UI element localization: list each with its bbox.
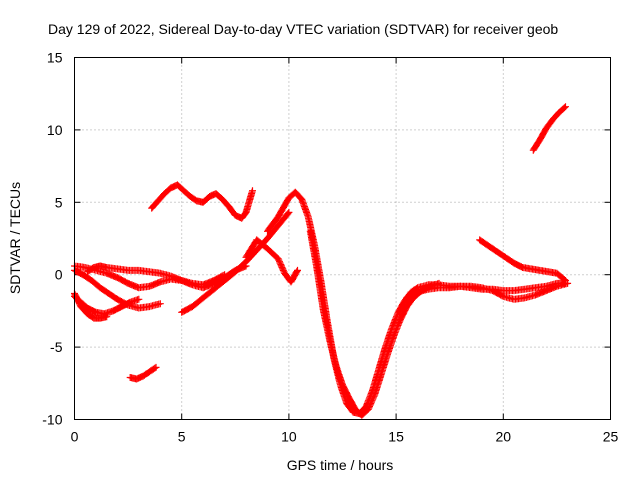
data-points — [529, 103, 569, 154]
data-series — [71, 103, 572, 419]
data-points — [126, 363, 160, 383]
series-track-14 — [529, 103, 569, 154]
x-tick-label: 10 — [281, 429, 297, 445]
series-track-7 — [148, 181, 256, 222]
data-points — [148, 181, 256, 222]
series-track-12 — [403, 279, 572, 303]
data-points — [476, 236, 569, 284]
data-points — [71, 290, 111, 322]
data-points — [83, 262, 229, 289]
x-axis-label: GPS time / hours — [287, 457, 394, 473]
grid — [74, 57, 611, 420]
x-tick-label: 15 — [388, 429, 404, 445]
data-points — [403, 279, 572, 303]
series-track-10 — [264, 188, 569, 418]
series-track-8 — [178, 208, 293, 316]
data-points — [264, 188, 569, 418]
series-track-5 — [71, 290, 111, 322]
data-points — [242, 236, 301, 286]
series-track-6 — [126, 363, 160, 383]
plot-frame — [74, 57, 611, 420]
axis-ticks: 0 5 10 15 20 25 -10 -5 0 5 10 15 — [42, 50, 618, 445]
x-tick-label: 25 — [603, 429, 619, 445]
x-tick-label: 5 — [178, 429, 186, 445]
y-tick-label: 15 — [47, 50, 63, 66]
series-track-13 — [476, 236, 569, 284]
x-tick-label: 20 — [496, 429, 512, 445]
y-tick-label: 5 — [55, 194, 63, 210]
data-points — [306, 227, 443, 419]
series-track-9 — [242, 236, 301, 286]
y-tick-label: -5 — [50, 339, 63, 355]
y-tick-label: 0 — [55, 267, 63, 283]
data-points — [178, 208, 293, 316]
chart-title: Day 129 of 2022, Sidereal Day-to-day VTE… — [48, 21, 558, 37]
y-axis-label: SDTVAR / TECUs — [7, 182, 23, 294]
y-tick-label: -10 — [42, 412, 62, 428]
series-track-4 — [83, 262, 229, 289]
y-tick-label: 10 — [47, 122, 63, 138]
x-tick-label: 0 — [71, 429, 79, 445]
series-track-11 — [306, 227, 443, 419]
